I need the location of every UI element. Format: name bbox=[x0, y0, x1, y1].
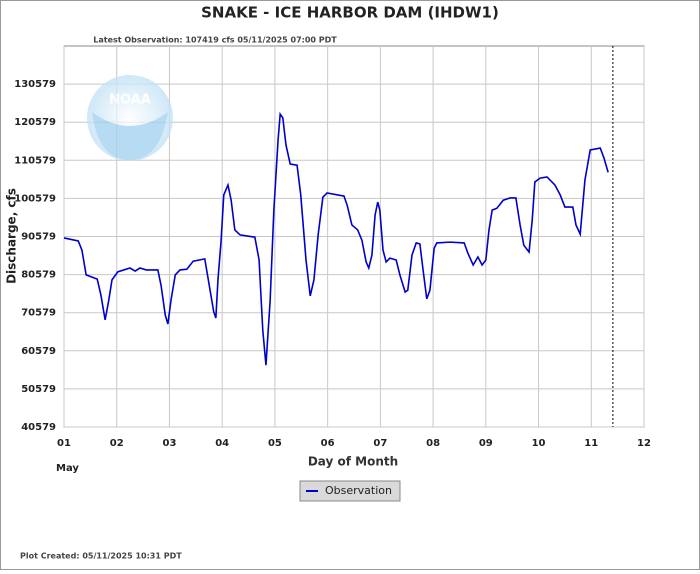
y-tick-label: 90579 bbox=[21, 232, 56, 243]
logo-text: NOAA bbox=[109, 93, 151, 108]
y-tick-label: 100579 bbox=[14, 193, 56, 204]
data-line bbox=[63, 111, 609, 366]
x-tick-label: 10 bbox=[532, 438, 546, 449]
logo-wave bbox=[92, 112, 168, 160]
y-tick-label: 40579 bbox=[21, 422, 56, 433]
footer: Plot Created: 05/11/2025 10:31 PDT bbox=[20, 552, 182, 561]
y-tick-label: 70579 bbox=[21, 308, 56, 319]
x-tick-label: 03 bbox=[162, 438, 176, 449]
y-tick-label: 80579 bbox=[21, 270, 56, 281]
y-tick-label: 120579 bbox=[14, 117, 56, 128]
x-tick-label: 11 bbox=[584, 438, 598, 449]
month-label: May bbox=[56, 463, 79, 474]
subtitle: Latest Observation: 107419 cfs 05/11/202… bbox=[93, 36, 337, 45]
x-tick-label: 09 bbox=[479, 438, 493, 449]
x-tick-label: 01 bbox=[57, 438, 71, 449]
y-axis-label: Discharge, cfs bbox=[5, 188, 19, 284]
x-tick-label: 12 bbox=[637, 438, 651, 449]
y-tick-label: 110579 bbox=[14, 155, 56, 166]
x-tick-label: 04 bbox=[215, 438, 229, 449]
chart-title: SNAKE - ICE HARBOR DAM (IHDW1) bbox=[201, 4, 499, 22]
y-tick-label: 60579 bbox=[21, 346, 56, 357]
logo: NOAA bbox=[87, 75, 173, 161]
x-tick-label: 05 bbox=[268, 438, 282, 449]
x-tick-label: 02 bbox=[110, 438, 124, 449]
y-tick-label: 50579 bbox=[21, 384, 56, 395]
legend-label: Observation bbox=[325, 484, 392, 497]
x-tick-label: 08 bbox=[426, 438, 440, 449]
y-tick-label: 130579 bbox=[14, 79, 56, 90]
x-axis-label: Day of Month bbox=[308, 455, 398, 469]
x-tick-label: 06 bbox=[321, 438, 335, 449]
legend bbox=[299, 480, 401, 502]
x-tick-label: 07 bbox=[373, 438, 387, 449]
